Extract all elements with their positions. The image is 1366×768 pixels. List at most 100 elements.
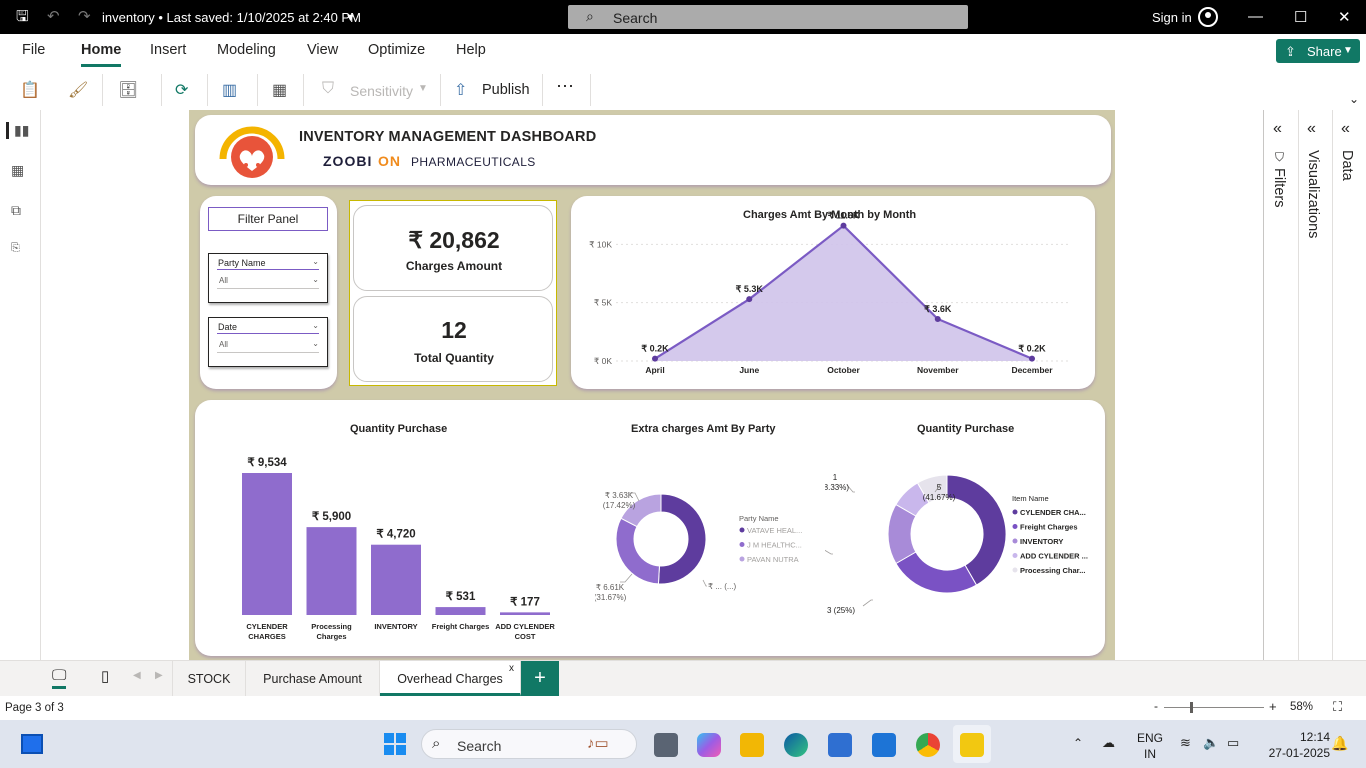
language-primary[interactable]: ENG: [1136, 731, 1163, 745]
zoom-slider[interactable]: [1164, 707, 1264, 708]
close-icon[interactable]: ✕: [1338, 9, 1351, 26]
maximize-icon[interactable]: ☐: [1294, 9, 1308, 26]
scroll-right-icon[interactable]: ▶: [155, 670, 163, 681]
filters-pane[interactable]: « ⛉ Filters: [1263, 110, 1298, 660]
tab-stock[interactable]: STOCK: [172, 661, 246, 696]
clock-time[interactable]: 12:14: [1299, 730, 1330, 744]
wifi-icon[interactable]: ≋: [1180, 735, 1191, 750]
area-chart[interactable]: ₹ 0K ₹ 5K ₹ 10K ₹ 0.2K April ₹ 5.3K June ₹ 11.6…: [571, 196, 1095, 389]
chevron-up-icon[interactable]: ⌃: [1073, 736, 1084, 750]
clock-date[interactable]: 27-01-2025: [1268, 746, 1330, 760]
ribbon-expand-icon[interactable]: ⌄: [1349, 92, 1360, 106]
refresh-icon[interactable]: ⟳: [175, 82, 189, 99]
menu-home[interactable]: Home: [81, 42, 122, 67]
zoom-level[interactable]: 58%: [1290, 701, 1314, 713]
desktop-layout-icon[interactable]: 🖵: [52, 667, 67, 689]
menu-modeling[interactable]: Modeling: [217, 42, 276, 58]
zoom-slider-thumb[interactable]: [1190, 702, 1194, 713]
mobile-layout-icon[interactable]: ▯: [101, 668, 110, 685]
document-title[interactable]: inventory • Last saved: 1/10/2025 at 2:4…: [102, 10, 361, 25]
slicer-label: Date: [218, 322, 238, 332]
format-painter-icon[interactable]: 🖌: [68, 82, 89, 99]
copilot-icon[interactable]: [697, 733, 721, 757]
menu-file[interactable]: File: [22, 42, 46, 58]
slicer-value[interactable]: All: [219, 276, 228, 285]
collapse-icon[interactable]: «: [1341, 120, 1350, 137]
publish-button[interactable]: Publish: [482, 82, 530, 98]
calculator-icon[interactable]: ▦: [272, 82, 288, 99]
store-icon[interactable]: [828, 733, 852, 757]
tab-purchase-amount[interactable]: Purchase Amount: [246, 661, 380, 696]
save-icon[interactable]: 🖫: [16, 8, 29, 25]
chevron-down-icon[interactable]: ⌄: [312, 275, 319, 284]
publish-icon[interactable]: ⇧: [454, 82, 468, 99]
undo-icon[interactable]: ↶: [47, 8, 60, 25]
zoom-in-icon[interactable]: +: [1269, 699, 1277, 714]
zoom-out-icon[interactable]: -: [1154, 699, 1158, 713]
fit-to-page-icon[interactable]: ⛶: [1333, 699, 1343, 714]
search-box[interactable]: ⌕ Search: [568, 5, 968, 29]
chevron-down-icon[interactable]: ⌄: [312, 339, 319, 348]
collapse-icon[interactable]: «: [1307, 120, 1316, 137]
hp-icon[interactable]: [872, 733, 896, 757]
paste-icon[interactable]: 📋: [20, 82, 40, 99]
scroll-left-icon[interactable]: ◀: [133, 670, 141, 681]
menu-optimize[interactable]: Optimize: [368, 42, 426, 58]
collapse-icon[interactable]: «: [1273, 120, 1282, 137]
tab-overhead-charges[interactable]: Overhead Charges: [380, 661, 521, 696]
widgets-icon[interactable]: [21, 734, 43, 754]
donut-chart-party[interactable]: ₹ ... (...) ₹ 6.61K (31.67%) ₹ 3.63K (17.42%…: [595, 400, 835, 656]
kpi-label: Total Quantity: [414, 351, 494, 365]
menu-view[interactable]: View: [307, 42, 339, 58]
model-view-icon[interactable]: ⧉: [11, 202, 21, 218]
table-view-icon[interactable]: ▦: [11, 162, 25, 178]
minimize-icon[interactable]: —: [1248, 8, 1263, 25]
area-chart-card[interactable]: Charges Amt By Month by Month ₹ 0K ₹ 5K ₹ …: [571, 196, 1095, 389]
legend-marker: [739, 556, 745, 562]
donut-chart-item[interactable]: 5(41.67%)3 (25%)2(...)1(8.33%)Item NameC…: [825, 400, 1105, 656]
taskbar-search[interactable]: ⌕ Search ♪▭: [421, 729, 637, 759]
edge-icon[interactable]: [784, 733, 808, 757]
visualizations-pane[interactable]: « Visualizations: [1298, 110, 1332, 660]
kpi-card-quantity[interactable]: 12 Total Quantity: [353, 296, 553, 382]
chevron-down-icon[interactable]: ⌄: [312, 321, 319, 330]
more-options-icon[interactable]: ⋯: [556, 76, 574, 96]
report-view-icon[interactable]: ▮▮: [6, 122, 29, 139]
chevron-down-icon[interactable]: ▼: [345, 12, 356, 24]
menu-help[interactable]: Help: [456, 42, 486, 58]
chrome-icon[interactable]: [916, 733, 940, 757]
legend-marker: [1012, 524, 1018, 529]
start-icon[interactable]: [384, 733, 406, 755]
legend-marker: [1012, 553, 1018, 558]
chevron-down-icon[interactable]: ⌄: [312, 257, 319, 266]
notification-icon[interactable]: 🔔: [1331, 735, 1349, 751]
kpi-card-charges[interactable]: ₹ 20,862 Charges Amount: [353, 205, 553, 291]
power-bi-icon[interactable]: [960, 733, 984, 757]
bar-data-label: ₹ 177: [510, 596, 540, 608]
bar-chart[interactable]: ₹ 9,534 CYLENDER CHARGES ₹ 5,900 Processing C…: [195, 400, 575, 656]
toolbar-divider: [207, 74, 208, 106]
new-visual-icon[interactable]: ▥: [222, 82, 238, 99]
leader-line: [862, 599, 873, 607]
party-name-slicer[interactable]: Party Name ⌄ All ⌄: [208, 253, 328, 303]
network-drive-icon[interactable]: ☁: [1102, 735, 1115, 750]
data-label: ₹ 11.6K: [828, 211, 860, 221]
dax-query-icon[interactable]: ⎘: [11, 242, 20, 254]
volume-icon[interactable]: 🔈: [1203, 735, 1220, 750]
data-pane[interactable]: « Data: [1332, 110, 1366, 660]
file-explorer-icon[interactable]: [740, 733, 764, 757]
slicer-value[interactable]: All: [219, 340, 228, 349]
battery-icon[interactable]: ▭: [1227, 735, 1240, 750]
add-page-button[interactable]: +: [521, 661, 559, 696]
sign-in-link[interactable]: Sign in: [1152, 10, 1192, 25]
share-button[interactable]: ⇪ Share ▼: [1276, 39, 1360, 63]
avatar-icon[interactable]: [1198, 7, 1218, 27]
task-view-icon[interactable]: [654, 733, 678, 757]
language-secondary[interactable]: IN: [1144, 747, 1156, 761]
kpi-group: ₹ 20,862 Charges Amount 12 Total Quantit…: [349, 200, 557, 386]
close-tab-icon[interactable]: x: [509, 663, 514, 674]
data-source-icon[interactable]: 🗄: [118, 82, 139, 99]
date-slicer[interactable]: Date ⌄ All ⌄: [208, 317, 328, 367]
menu-insert[interactable]: Insert: [150, 42, 187, 58]
redo-icon[interactable]: ↷: [78, 8, 91, 25]
